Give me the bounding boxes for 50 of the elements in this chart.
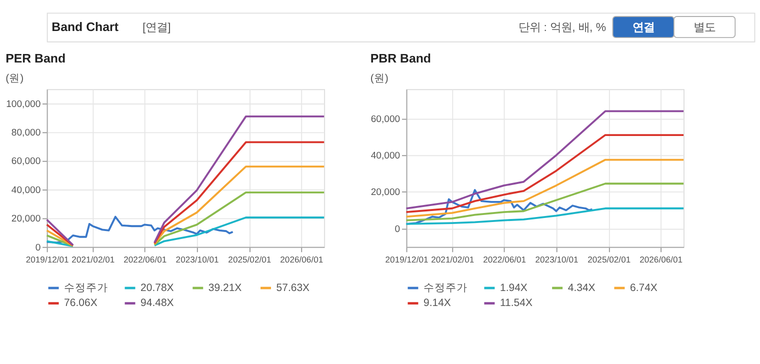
y-axis-title: (원) [370, 72, 388, 85]
x-tick-label: 2026/06/01 [640, 254, 683, 265]
line-series [405, 134, 684, 214]
y-tick-label: 40,000 [11, 184, 41, 196]
text: [연결] [142, 22, 171, 34]
chart-title: PER Band [6, 51, 66, 66]
text: 단위 : 억원, 배, % [518, 22, 606, 34]
legend-label: 76.06X [64, 297, 98, 310]
y-tick-label: 100,000 [6, 98, 41, 110]
legend-label: 6.74X [630, 282, 658, 294]
legend-label: 1.94X [500, 282, 528, 294]
x-tick-label: 2021/02/01 [431, 254, 474, 265]
line-series [405, 110, 684, 210]
y-tick-label: 40,000 [370, 150, 400, 162]
x-tick-label: 2025/02/01 [228, 254, 272, 265]
y-tick-label: 20,000 [370, 187, 400, 198]
legend-label: 4.34X [568, 282, 596, 294]
x-tick-label: 2023/10/01 [176, 254, 220, 265]
text: Band Chart [52, 20, 118, 34]
x-tick-label: 2026/06/01 [280, 254, 324, 265]
y-tick-label: 60,000 [11, 156, 41, 168]
line-series [405, 158, 684, 218]
legend-label: 57.63X [276, 282, 310, 294]
legend-label: 수정주가 [423, 282, 468, 294]
y-tick-label: 20,000 [11, 214, 41, 225]
line-series [405, 207, 684, 225]
y-axis-title: (원) [6, 72, 24, 85]
chart-title: PBR Band [370, 51, 432, 66]
x-tick-label: 2025/02/01 [588, 254, 631, 265]
legend-label: 수정주가 [64, 282, 108, 294]
x-tick-label: 2023/10/01 [535, 254, 578, 265]
y-tick-label: 80,000 [11, 128, 41, 139]
line-series [405, 182, 684, 222]
line-series [405, 189, 594, 225]
text: 별도 [694, 22, 716, 34]
legend-label: 11.54X [500, 297, 532, 310]
legend-label: 9.14X [423, 297, 451, 310]
legend-label: 39.21X [208, 282, 242, 294]
y-tick-label: 60,000 [370, 114, 400, 125]
legend-label: 20.78X [140, 282, 174, 294]
y-tick-label: 0 [394, 224, 400, 235]
x-tick-label: 2022/06/01 [483, 254, 526, 265]
line-series [46, 216, 234, 244]
text: 연결 [632, 22, 654, 34]
legend-label: 94.48X [140, 297, 174, 310]
x-tick-label: 2021/02/01 [72, 254, 115, 265]
y-tick-label: 0 [35, 242, 41, 254]
x-tick-label: 2022/06/01 [124, 254, 167, 265]
x-tick-label: 2019/12/01 [385, 254, 428, 265]
x-tick-label: 2019/12/01 [26, 254, 70, 265]
